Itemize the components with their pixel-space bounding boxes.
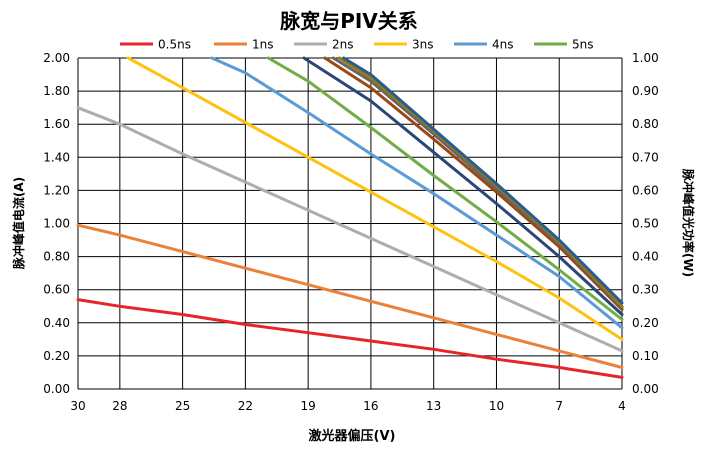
- series-line-0.5ns: [76, 298, 624, 379]
- y-tick-label: 0.20: [43, 349, 70, 363]
- axes: 0.00 0.00 0.20 0.10 0.40 0.20 0.60 0.30 0.80 0.40…: [43, 51, 658, 413]
- y2-tick-label: 0.90: [632, 84, 659, 98]
- y2-tick-label: 0.30: [632, 283, 659, 297]
- chart-title: 脉宽与PIV关系: [279, 9, 418, 33]
- y2-tick-label: 0.80: [632, 117, 659, 131]
- legend-label: 1ns: [252, 38, 274, 52]
- y2-tick-label: 0.60: [632, 183, 659, 197]
- y2-tick-label: 0.20: [632, 316, 659, 330]
- x-tick-label: 13: [426, 399, 441, 413]
- y-tick-label: 1.40: [43, 150, 70, 164]
- series-line-2ns: [76, 106, 624, 353]
- y2-tick-label: 1.00: [632, 51, 659, 65]
- y-tick-label: 0.60: [43, 283, 70, 297]
- series-line-5ns: [266, 56, 624, 321]
- x-tick-label: 4: [618, 399, 626, 413]
- y-tick-label: 1.00: [43, 217, 70, 231]
- series-line: [302, 56, 624, 316]
- series-line-1ns: [76, 223, 624, 369]
- y2-axis-label: 脉冲峰值光功率(W): [681, 168, 696, 277]
- legend: 0.5ns 1ns 2ns 3ns 4ns 5ns: [120, 38, 594, 52]
- x-tick-label: 28: [112, 399, 127, 413]
- y2-tick-label: 0.50: [632, 217, 659, 231]
- series-line: [331, 56, 624, 310]
- x-axis-label: 激光器偏压(V): [309, 428, 396, 444]
- legend-label: 4ns: [492, 38, 514, 52]
- series-line: [323, 56, 624, 312]
- y-tick-label: 0.00: [43, 382, 70, 396]
- gridlines: [77, 57, 623, 390]
- y-axis-label: 脉冲峰值电流(A): [11, 177, 26, 270]
- y2-tick-label: 0.00: [632, 382, 659, 396]
- legend-label: 0.5ns: [158, 38, 191, 52]
- x-tick-label: 19: [301, 399, 316, 413]
- x-tick-label: 10: [489, 399, 504, 413]
- series-lines: [76, 56, 624, 379]
- y-tick-label: 1.60: [43, 117, 70, 131]
- y-tick-label: 0.40: [43, 316, 70, 330]
- y-tick-label: 2.00: [43, 51, 70, 65]
- x-tick-label: 25: [175, 399, 190, 413]
- x-tick-label: 7: [555, 399, 563, 413]
- series-line-4ns: [210, 56, 624, 330]
- x-tick-label: 16: [363, 399, 378, 413]
- x-tick-label: 22: [238, 399, 253, 413]
- legend-label: 5ns: [572, 38, 594, 52]
- x-tick-label: 30: [70, 399, 85, 413]
- series-line: [342, 56, 624, 305]
- y2-tick-label: 0.10: [632, 349, 659, 363]
- y2-tick-label: 0.40: [632, 250, 659, 264]
- legend-label: 2ns: [332, 38, 354, 52]
- legend-label: 3ns: [412, 38, 434, 52]
- y-tick-label: 1.20: [43, 183, 70, 197]
- y-tick-label: 0.80: [43, 250, 70, 264]
- y2-tick-label: 0.70: [632, 150, 659, 164]
- y-tick-label: 1.80: [43, 84, 70, 98]
- series-line-3ns: [126, 56, 624, 341]
